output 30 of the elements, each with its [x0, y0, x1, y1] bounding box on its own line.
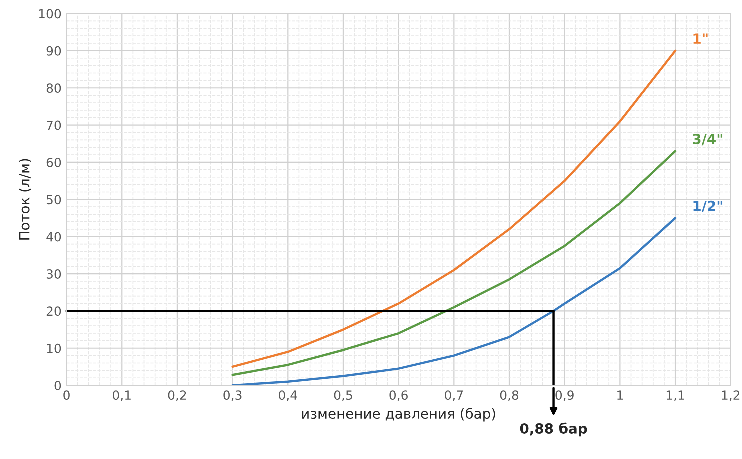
x-tick-label: 0,8: [500, 390, 519, 402]
x-tick-label: 0,4: [279, 390, 298, 402]
y-tick-label: 20: [46, 306, 62, 316]
y-tick-label: 90: [46, 46, 62, 56]
x-tick-label: 1: [618, 390, 624, 400]
x-tick-label: 1,1: [666, 390, 684, 402]
x-tick-label: 0: [64, 390, 70, 400]
series-label: 1": [694, 34, 708, 44]
y-tick-label: 10: [47, 344, 62, 354]
ref-line-label: 0,88 бар: [520, 422, 588, 437]
y-tick-label: 100: [39, 9, 62, 19]
x-tick-label: 0,1: [113, 390, 131, 402]
y-tick-label: 40: [46, 232, 62, 242]
x-tick-label: 0,9: [556, 390, 574, 402]
y-axis-title: Поток (л/м): [19, 159, 32, 240]
y-tick-label: 50: [46, 195, 62, 205]
x-tick-label: 0,2: [168, 390, 186, 402]
series-label: 1/2": [694, 200, 723, 212]
x-axis-title: изменение давления (бар): [302, 408, 496, 422]
y-tick-label: 70: [47, 120, 62, 130]
x-tick-label: 0,7: [445, 390, 464, 402]
x-tick-label: 0,3: [224, 390, 242, 402]
x-tick-label: 0,5: [334, 390, 352, 402]
y-tick-label: 30: [46, 269, 62, 279]
series-label: 3/4": [693, 134, 723, 146]
y-tick-label: 60: [46, 158, 62, 168]
y-tick-label: 80: [46, 84, 62, 94]
x-tick-label: 0,6: [390, 390, 408, 402]
x-tick-label: 1,2: [722, 390, 740, 402]
y-tick-label: 0: [54, 381, 62, 390]
